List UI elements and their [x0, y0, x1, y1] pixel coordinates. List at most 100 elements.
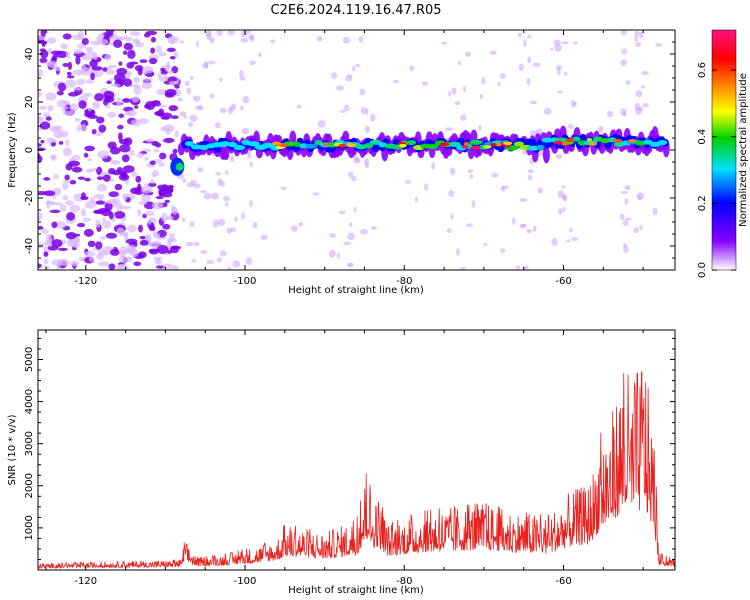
- speckle-blob: [206, 260, 214, 265]
- speckle-blob: [190, 75, 194, 81]
- noise-blob: [88, 256, 94, 262]
- speckle-blob: [370, 226, 377, 230]
- noise-blob: [109, 178, 115, 182]
- carrier-hotspot: [323, 142, 329, 147]
- snr-xtick-label: -120: [74, 576, 97, 587]
- snr-xtick-label: -60: [555, 576, 571, 587]
- noise-blob: [168, 186, 174, 193]
- speckle-blob: [516, 265, 521, 270]
- snr-frame: [37, 329, 676, 571]
- speckle-blob: [336, 252, 340, 260]
- speckle-blob: [570, 100, 576, 108]
- noise-blob: [110, 248, 120, 256]
- noise-blob: [137, 68, 143, 76]
- noise-blob: [71, 242, 81, 248]
- speckle-blob: [518, 32, 522, 38]
- noise-blob: [118, 255, 128, 263]
- speckle-blob: [500, 248, 506, 253]
- snr-ytick-label: 1000: [24, 515, 35, 540]
- noise-blob: [124, 111, 134, 116]
- speckle-blob: [221, 180, 225, 187]
- speckle-blob: [625, 80, 631, 85]
- noise-blob: [38, 212, 43, 221]
- speckle-blob: [451, 87, 457, 95]
- noise-blob: [75, 55, 81, 65]
- speckle-blob: [638, 31, 644, 39]
- speckle-blob: [409, 65, 415, 72]
- noise-blob: [167, 76, 178, 83]
- noise-blob: [45, 92, 57, 101]
- noise-blob: [116, 166, 123, 173]
- speckle-blob: [414, 196, 418, 203]
- noise-blob: [129, 83, 141, 88]
- noise-blob: [134, 42, 144, 48]
- speckle-blob: [467, 169, 473, 174]
- speckle-blob: [640, 85, 645, 89]
- speckle-blob: [469, 174, 474, 180]
- colorbar-tick-label: 0.2: [697, 195, 708, 211]
- noise-blob: [38, 263, 42, 269]
- noise-blob: [161, 186, 170, 193]
- speckle-blob: [230, 155, 235, 163]
- noise-blob: [126, 62, 135, 69]
- carrier-hotspot: [439, 142, 450, 147]
- speckle-blob: [557, 190, 565, 199]
- noise-blob: [43, 177, 51, 181]
- noise-blob: [38, 155, 43, 163]
- speckle-blob: [500, 186, 506, 192]
- noise-blob: [134, 105, 139, 109]
- noise-blob: [143, 33, 151, 38]
- noise-blob: [101, 217, 106, 222]
- carrier-hotspot: [586, 137, 593, 142]
- noise-blob: [155, 195, 164, 200]
- noise-blob: [87, 157, 93, 162]
- speckle-blob: [249, 161, 254, 168]
- noise-blob: [77, 176, 86, 180]
- noise-blob: [40, 228, 49, 234]
- noise-blob: [44, 265, 50, 270]
- speckle-blob: [187, 121, 194, 128]
- noise-blob: [113, 39, 123, 48]
- speckle-blob: [460, 114, 467, 121]
- noise-blob: [155, 257, 161, 262]
- noise-blob: [158, 52, 167, 57]
- speckle-blob: [446, 228, 452, 234]
- speckle-blob: [460, 266, 466, 270]
- speckle-blob: [200, 190, 207, 194]
- speckle-blob: [450, 213, 454, 220]
- noise-blob: [101, 220, 112, 229]
- speckle-blob: [217, 178, 222, 186]
- speckle-blob: [241, 212, 245, 220]
- noise-blob: [45, 200, 56, 205]
- speckle-blob: [624, 217, 632, 221]
- noise-blob: [126, 224, 137, 233]
- speckle-blob: [550, 47, 554, 51]
- noise-blob: [84, 201, 97, 209]
- speckle-blob: [197, 167, 204, 173]
- noise-blob: [97, 150, 109, 159]
- speckle-blob: [186, 182, 194, 188]
- speckle-blob: [186, 87, 192, 94]
- speckle-blob: [512, 217, 516, 225]
- noise-blob: [69, 204, 81, 213]
- noise-blob: [85, 46, 93, 53]
- noise-blob: [73, 49, 83, 55]
- speckle-blob: [224, 170, 229, 175]
- speckle-blob: [423, 183, 429, 191]
- noise-blob: [76, 78, 86, 86]
- noise-blob: [166, 47, 176, 53]
- noise-blob: [80, 208, 87, 217]
- spectrogram-panel: -120 -100 -80 -60 -40 -20 0 20 40 Height of stra…: [7, 29, 676, 296]
- noise-blob: [62, 147, 72, 157]
- noise-blob: [94, 209, 102, 214]
- speckle-blob: [331, 72, 338, 79]
- noise-blob: [102, 174, 111, 182]
- noise-blob: [142, 65, 154, 74]
- noise-blob: [103, 90, 115, 100]
- spec-xtick-label: -60: [555, 276, 571, 287]
- noise-blob: [162, 263, 173, 270]
- speckle-blob: [328, 249, 336, 258]
- noise-blob: [94, 132, 103, 137]
- speckle-blob: [448, 90, 452, 97]
